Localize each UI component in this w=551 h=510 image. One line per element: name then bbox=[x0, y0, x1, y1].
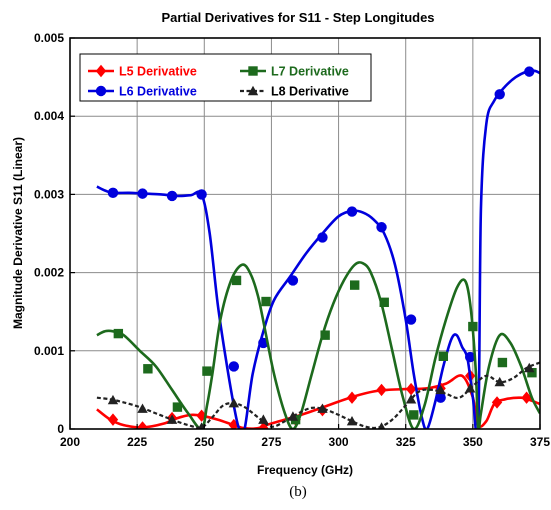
data-point-l5-derivative bbox=[491, 396, 503, 409]
x-tick-label: 275 bbox=[261, 435, 281, 449]
data-point-l6-derivative bbox=[137, 188, 148, 199]
x-tick-label: 375 bbox=[530, 435, 550, 449]
data-point-l7-derivative bbox=[113, 328, 124, 339]
y-tick-label: 0 bbox=[57, 422, 64, 436]
y-tick-label: 0.003 bbox=[34, 187, 64, 201]
data-point-l7-derivative bbox=[349, 280, 360, 290]
y-tick-label: 0.004 bbox=[34, 109, 64, 123]
data-point-l8-derivative bbox=[228, 397, 240, 408]
data-point-l6-derivative bbox=[166, 190, 178, 202]
data-point-l8-derivative bbox=[107, 394, 119, 405]
data-point-l6-derivative bbox=[464, 351, 476, 363]
data-point-l5-derivative bbox=[228, 418, 240, 429]
data-point-l5-derivative bbox=[376, 383, 387, 397]
plot-area bbox=[96, 66, 540, 429]
data-point-l5-derivative bbox=[137, 421, 148, 429]
legend-label-l6-derivative: L6 Derivative bbox=[119, 85, 197, 99]
data-point-l6-derivative bbox=[376, 222, 387, 233]
data-point-l5-derivative bbox=[258, 422, 269, 429]
legend-marker-l7-derivative bbox=[248, 66, 258, 76]
data-point-l7-derivative bbox=[468, 321, 478, 332]
data-point-l8-derivative bbox=[494, 376, 505, 387]
data-point-l8-derivative bbox=[197, 422, 206, 429]
series-line-l8-derivative bbox=[96, 361, 540, 429]
data-point-l7-derivative bbox=[438, 351, 449, 361]
data-point-l6-derivative bbox=[346, 206, 358, 217]
data-point-l5-derivative bbox=[107, 413, 119, 426]
legend-marker-l5-derivative bbox=[95, 64, 107, 78]
y-axis-label: Magnitude Derivative S11 (Linear) bbox=[11, 137, 25, 329]
x-tick-label: 200 bbox=[60, 435, 80, 449]
series-line-l5-derivative bbox=[96, 374, 540, 429]
data-point-l7-derivative bbox=[231, 275, 242, 286]
data-point-l5-derivative bbox=[346, 391, 358, 404]
y-tick-label: 0.001 bbox=[34, 344, 64, 358]
legend-label-l5-derivative: L5 Derivative bbox=[119, 65, 197, 79]
x-tick-label: 225 bbox=[127, 435, 147, 449]
data-point-l8-derivative bbox=[405, 394, 417, 404]
data-point-l8-derivative bbox=[346, 415, 358, 426]
x-tick-label: 250 bbox=[194, 435, 214, 449]
data-point-l8-derivative bbox=[317, 403, 328, 413]
x-tick-label: 300 bbox=[329, 435, 349, 449]
legend-label-l7-derivative: L7 Derivative bbox=[271, 65, 349, 79]
data-point-l7-derivative bbox=[202, 366, 212, 376]
tick-labels: 200 225 250 275 300 325 350 375 0 0.001 0.002 0.003… bbox=[34, 31, 550, 449]
legend-marker-l8-derivative bbox=[247, 85, 259, 96]
data-point-l7-derivative bbox=[379, 297, 389, 308]
data-point-l8-derivative bbox=[166, 414, 178, 424]
legend: L5 Derivative L6 Derivative L7 Derivative L… bbox=[79, 53, 372, 102]
data-point-l8-derivative bbox=[377, 422, 386, 429]
grid-layer bbox=[70, 38, 540, 429]
series-line-l6-derivative bbox=[96, 69, 540, 429]
data-point-l7-derivative bbox=[409, 410, 419, 420]
data-point-l5-derivative bbox=[521, 391, 532, 404]
legend-marker-l6-derivative bbox=[95, 85, 107, 97]
data-point-l6-derivative bbox=[317, 232, 328, 243]
data-point-l8-derivative bbox=[464, 383, 476, 393]
x-axis-label: Frequency (GHz) bbox=[257, 463, 353, 477]
data-point-l7-derivative bbox=[143, 364, 153, 374]
y-tick-label: 0.002 bbox=[34, 266, 64, 280]
data-point-l6-derivative bbox=[107, 187, 119, 199]
data-point-l6-derivative bbox=[196, 189, 207, 200]
data-point-l6-derivative bbox=[524, 66, 535, 77]
series-group bbox=[96, 66, 540, 429]
plot-frame bbox=[69, 37, 541, 430]
chart-title: Partial Derivatives for S11 - Step Longi… bbox=[161, 10, 434, 25]
data-point-l6-derivative bbox=[435, 392, 446, 403]
data-point-l7-derivative bbox=[320, 330, 330, 340]
data-point-l5-derivative bbox=[405, 382, 417, 396]
data-point-l6-derivative bbox=[494, 89, 505, 100]
data-point-l8-derivative bbox=[287, 411, 299, 421]
y-tick-label: 0.005 bbox=[34, 31, 64, 45]
data-point-l6-derivative bbox=[287, 275, 299, 286]
legend-box bbox=[79, 53, 372, 102]
data-point-l6-derivative bbox=[228, 361, 240, 372]
data-point-l8-derivative bbox=[258, 414, 269, 424]
data-point-l7-derivative bbox=[497, 357, 508, 368]
data-point-l7-derivative bbox=[261, 296, 271, 307]
data-point-l7-derivative bbox=[527, 367, 537, 378]
x-tick-label: 325 bbox=[396, 435, 416, 449]
data-point-l8-derivative bbox=[137, 403, 148, 413]
data-point-l8-derivative bbox=[524, 362, 535, 373]
data-point-l6-derivative bbox=[405, 314, 417, 325]
data-point-l8-derivative bbox=[435, 384, 446, 395]
figure-caption: (b) bbox=[289, 484, 307, 500]
x-tick-label: 350 bbox=[463, 435, 483, 449]
data-point-l7-derivative bbox=[172, 402, 183, 412]
legend-label-l8-derivative: L8 Derivative bbox=[271, 85, 349, 99]
